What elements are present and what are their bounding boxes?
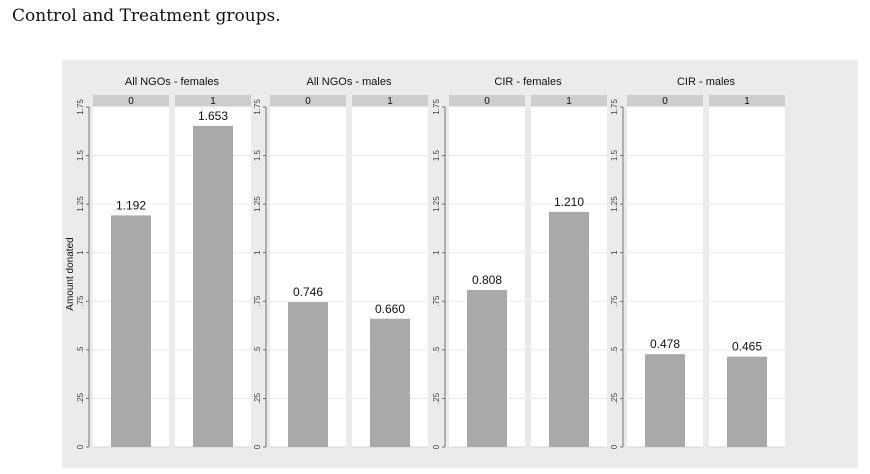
panel-title: CIR - males bbox=[677, 76, 736, 88]
bar bbox=[549, 211, 589, 447]
bar-value-label: 0.478 bbox=[650, 337, 680, 351]
strip-label: 0 bbox=[128, 96, 134, 107]
y-tick-label: 1.25 bbox=[432, 196, 441, 212]
bar-value-label: 1.210 bbox=[554, 195, 584, 209]
y-tick-label: 1.5 bbox=[432, 149, 441, 161]
figure-caption: Control and Treatment groups. bbox=[12, 6, 281, 26]
y-tick-label: 1 bbox=[253, 250, 262, 255]
y-tick-label: .5 bbox=[253, 346, 262, 353]
strip-header bbox=[531, 95, 607, 106]
y-tick-label: .25 bbox=[610, 392, 619, 404]
strip-header bbox=[270, 95, 346, 106]
y-tick-label: 1.25 bbox=[610, 196, 619, 212]
y-tick-label: 1.25 bbox=[76, 196, 85, 212]
y-tick-label: .5 bbox=[76, 346, 85, 353]
strip-label: 1 bbox=[744, 96, 750, 107]
panel-1: 0 .25 .5 .75 1 1.25 1.5 1.75 All NGOs - females 0… bbox=[76, 76, 251, 449]
y-axis-label: Amount donated bbox=[65, 237, 76, 310]
y-tick-label: 1 bbox=[432, 250, 441, 255]
y-tick-label: .25 bbox=[432, 392, 441, 404]
y-tick-label: .25 bbox=[253, 392, 262, 404]
panel-4: 0 .25 .5 .75 1 1.25 1.5 1.75 CIR - males 0 0.478 1 0… bbox=[610, 76, 785, 449]
strip-label: 0 bbox=[662, 96, 668, 107]
y-tick-label: 0 bbox=[253, 444, 262, 449]
strip-header bbox=[93, 95, 169, 106]
y-tick-label: 1.25 bbox=[253, 196, 262, 212]
bar bbox=[645, 354, 685, 447]
bar bbox=[727, 356, 767, 447]
y-tick-label: .75 bbox=[432, 295, 441, 307]
panel-title: All NGOs - females bbox=[125, 76, 220, 88]
y-tick-label: 1.75 bbox=[432, 99, 441, 115]
panel-title: CIR - females bbox=[494, 76, 562, 88]
y-tick-label: 0 bbox=[432, 444, 441, 449]
y-tick-label: .25 bbox=[76, 392, 85, 404]
bar bbox=[111, 215, 151, 447]
y-tick-label: .5 bbox=[432, 346, 441, 353]
strip-label: 1 bbox=[210, 96, 216, 107]
bar bbox=[288, 302, 328, 447]
bar-value-label: 0.808 bbox=[472, 273, 502, 287]
y-tick-label: 1.75 bbox=[253, 99, 262, 115]
bar-value-label: 1.192 bbox=[116, 198, 146, 212]
strip-label: 1 bbox=[566, 96, 572, 107]
y-tick-label: 1 bbox=[76, 250, 85, 255]
y-tick-label: .75 bbox=[76, 295, 85, 307]
strip-label: 1 bbox=[387, 96, 393, 107]
strip-header bbox=[709, 95, 785, 106]
panel-3: 0 .25 .5 .75 1 1.25 1.5 1.75 CIR - females 0 0.808… bbox=[432, 76, 607, 449]
y-tick-label: 1.5 bbox=[610, 149, 619, 161]
y-tick-label: 0 bbox=[76, 444, 85, 449]
panel-2: 0 .25 .5 .75 1 1.25 1.5 1.75 All NGOs - males 0 0.… bbox=[253, 76, 428, 449]
y-tick-label: .75 bbox=[253, 295, 262, 307]
bar bbox=[370, 318, 410, 447]
bar bbox=[193, 125, 233, 448]
strip-header bbox=[449, 95, 525, 106]
strip-label: 0 bbox=[484, 96, 490, 107]
y-tick-label: .5 bbox=[610, 346, 619, 353]
strip-header bbox=[627, 95, 703, 106]
bar-value-label: 1.653 bbox=[198, 109, 228, 123]
y-tick-label: 1.5 bbox=[76, 149, 85, 161]
bar bbox=[467, 290, 507, 447]
y-tick-label: .75 bbox=[610, 295, 619, 307]
y-tick-label: 1.75 bbox=[76, 99, 85, 115]
strip-header bbox=[352, 95, 428, 106]
strip-label: 0 bbox=[305, 96, 311, 107]
y-tick-label: 1.5 bbox=[253, 149, 262, 161]
panel-title: All NGOs - males bbox=[307, 76, 392, 88]
y-tick-label: 1.75 bbox=[610, 99, 619, 115]
y-tick-label: 1 bbox=[610, 250, 619, 255]
bar-value-label: 0.465 bbox=[732, 340, 762, 354]
bar-value-label: 0.746 bbox=[293, 285, 323, 299]
y-tick-label: 0 bbox=[610, 444, 619, 449]
bar-value-label: 0.660 bbox=[375, 302, 405, 316]
strip-header bbox=[175, 95, 251, 106]
